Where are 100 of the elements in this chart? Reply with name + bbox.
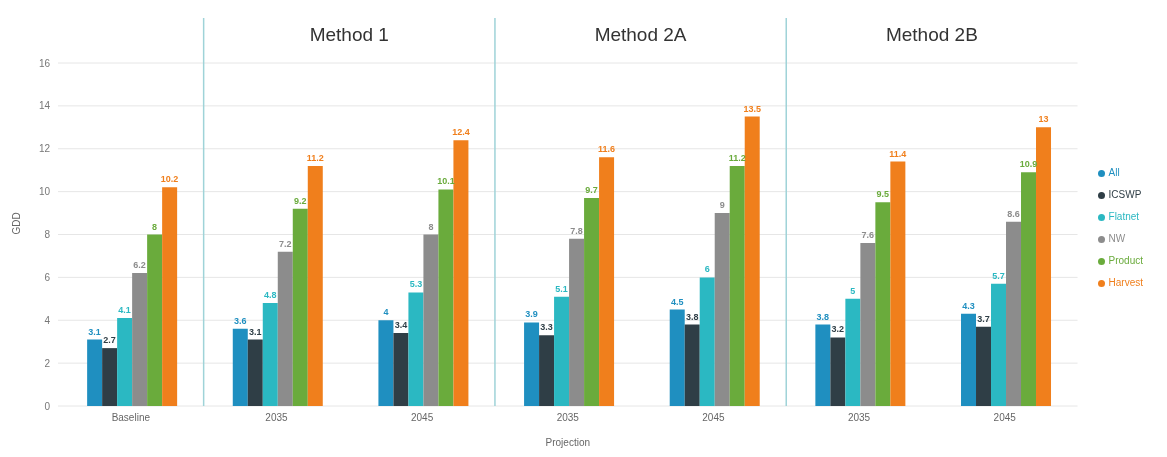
bar (1006, 221, 1022, 406)
bar (132, 273, 148, 406)
y-tick-label: 4 (44, 314, 51, 326)
data-label: 3.1 (249, 326, 262, 337)
y-tick-label: 2 (44, 357, 51, 369)
bar (669, 309, 685, 406)
bar (744, 116, 760, 406)
data-label: 7.8 (570, 225, 583, 236)
bar (307, 165, 323, 406)
bar (584, 198, 600, 406)
bar (232, 328, 248, 406)
bar (393, 333, 409, 406)
data-label: 13 (1038, 114, 1049, 125)
data-label: 9.2 (294, 195, 307, 206)
bar (860, 243, 876, 406)
data-label: 4.1 (118, 305, 131, 316)
bar (277, 251, 293, 406)
y-tick-label: 6 (44, 271, 51, 283)
bar (699, 277, 715, 406)
data-label: 3.7 (977, 313, 990, 324)
bar (875, 202, 891, 406)
bar (976, 326, 992, 406)
x-tick-label: Baseline (111, 412, 151, 424)
bar (524, 322, 540, 406)
data-label: 4.3 (962, 300, 975, 311)
bar (729, 165, 745, 406)
text: Method 2B (885, 24, 978, 45)
bar (961, 313, 977, 406)
data-label: 3.4 (394, 320, 408, 331)
y-tick-label: 14 (38, 100, 51, 112)
bar (87, 339, 103, 406)
x-tick-label: 2035 (265, 412, 289, 424)
data-label: 8 (152, 221, 158, 232)
legend-label: Product (1108, 255, 1143, 266)
data-label: 12.4 (452, 127, 470, 138)
data-label: 11.6 (598, 144, 616, 155)
x-tick-label: 2045 (993, 412, 1017, 424)
bar (890, 161, 906, 406)
bar (438, 189, 454, 406)
legend-label: ICSWP (1108, 189, 1142, 200)
data-label: 5.7 (992, 270, 1005, 281)
bar (147, 234, 163, 406)
data-label: 5.3 (409, 279, 423, 290)
data-label: 3.8 (816, 311, 830, 322)
data-label: 4.5 (670, 296, 684, 307)
y-tick-label: 0 (44, 400, 51, 412)
bar (408, 292, 424, 406)
bar (117, 318, 133, 406)
data-label: 3.6 (234, 315, 247, 326)
data-label: 5 (850, 285, 856, 296)
x-tick-label: 2035 (847, 412, 871, 424)
legend-label: NW (1108, 233, 1126, 244)
data-label: 11.2 (306, 152, 324, 163)
bar (453, 140, 469, 406)
bar (102, 348, 118, 406)
data-label: 3.3 (540, 322, 553, 333)
bar (991, 283, 1007, 406)
x-tick-label: 2045 (702, 412, 725, 424)
y-tick-label: 12 (38, 143, 51, 155)
data-label: 9 (719, 200, 725, 211)
bar (684, 324, 700, 406)
bar (569, 238, 585, 406)
text: Method 2A (594, 24, 687, 45)
y-tick-label: 10 (38, 186, 51, 198)
bar (539, 335, 555, 406)
data-label: 8 (428, 221, 434, 232)
bar (845, 298, 861, 406)
data-label: 3.9 (525, 309, 538, 320)
bar (714, 213, 730, 406)
data-label: 6.2 (133, 260, 146, 271)
data-label: 4.8 (264, 290, 277, 301)
bar (1021, 172, 1037, 406)
data-label: 13.5 (743, 103, 761, 114)
data-label: 8.6 (1007, 208, 1020, 219)
legend-label: Harvest (1108, 277, 1143, 288)
data-label: 10.2 (160, 174, 179, 185)
data-label: 6 (704, 264, 710, 275)
data-label: 7.2 (279, 238, 292, 249)
legend-label: All (1108, 167, 1120, 178)
bar (830, 337, 846, 406)
data-label: 7.6 (861, 230, 875, 241)
bar (423, 234, 439, 406)
data-label: 3.8 (685, 311, 699, 322)
x-tick-label: 2035 (556, 412, 580, 424)
bar (162, 187, 178, 406)
data-label: 11.4 (889, 148, 907, 159)
bar (292, 208, 308, 406)
legend-label: Flatnet (1108, 211, 1140, 222)
x-axis-title: Projection (545, 437, 590, 448)
y-tick-label: 16 (38, 57, 51, 69)
data-label: 4 (383, 307, 389, 318)
bar (1036, 127, 1052, 406)
data-label: 3.1 (88, 326, 101, 337)
x-tick-label: 2045 (410, 412, 434, 424)
data-label: 5.1 (555, 283, 568, 294)
data-label: 3.2 (831, 324, 845, 335)
y-axis-title: GDD (10, 212, 22, 235)
bar (599, 157, 615, 406)
data-label: 2.7 (103, 335, 116, 346)
bar (262, 303, 278, 406)
